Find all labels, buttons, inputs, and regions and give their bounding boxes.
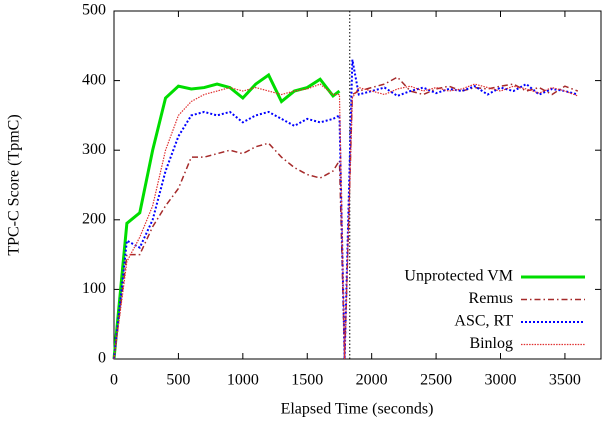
x-tick-label: 3000 [485, 372, 517, 389]
y-tick-label: 500 [82, 2, 106, 19]
series-line [113, 59, 579, 360]
y-tick-label: 100 [82, 280, 106, 297]
x-tick-label: 1500 [291, 372, 323, 389]
x-tick-label: 500 [166, 372, 190, 389]
x-axis-label: Elapsed Time (seconds) [281, 401, 434, 418]
x-tick-label: 0 [110, 372, 118, 389]
x-tick-label: 3500 [549, 372, 581, 389]
legend-label: ASC, RT [454, 313, 513, 330]
series-line [113, 83, 579, 360]
legend-label: Binlog [469, 335, 513, 352]
y-tick-label: 400 [82, 71, 106, 88]
x-tick-label: 1000 [227, 372, 259, 389]
y-tick-label: 300 [82, 141, 106, 158]
x-tick-label: 2500 [420, 372, 452, 389]
y-tick-label: 200 [82, 210, 106, 227]
x-tick-label: 2000 [356, 372, 388, 389]
series-line [112, 72, 341, 360]
plot-frame [113, 10, 602, 360]
y-tick-label: 0 [98, 350, 106, 367]
y-axis-label: TPC-C Score (TpmC) [6, 114, 23, 255]
legend-label: Unprotected VM [404, 268, 513, 285]
legend-label: Remus [469, 290, 513, 307]
